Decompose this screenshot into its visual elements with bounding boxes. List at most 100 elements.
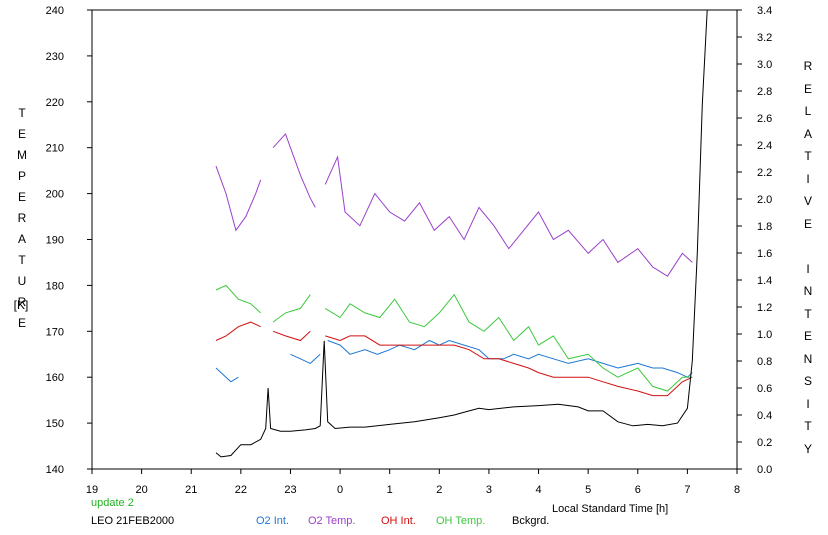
site-date-text: LEO 21FEB2000: [91, 515, 175, 527]
x-tick-label: 3: [486, 484, 492, 496]
x-tick-label: 19: [86, 484, 98, 496]
right-tick-label: 2.2: [757, 167, 772, 179]
left-tick-label: 240: [46, 5, 64, 17]
left-tick-label: 210: [46, 143, 64, 155]
right-axis-letter: E: [803, 216, 812, 231]
left-axis-letter: R: [17, 295, 27, 309]
right-tick-label: 0.2: [757, 437, 772, 449]
right-tick-label: 3.2: [757, 32, 772, 44]
right-axis-letter: T: [804, 306, 812, 321]
right-tick-label: 0.8: [757, 356, 772, 368]
left-tick-label: 140: [46, 464, 64, 476]
series-line-o2-int: [327, 339, 693, 378]
right-axis-letter: T: [804, 149, 812, 163]
right-tick-label: 0.0: [757, 464, 772, 476]
left-axis-letter: A: [17, 232, 26, 246]
right-tick-label: 3.4: [757, 5, 772, 17]
right-tick-label: 0.4: [757, 410, 772, 422]
series-line-oh-temp: [324, 293, 693, 392]
left-axis-letter: E: [17, 127, 26, 141]
left-axis-letter: M: [17, 148, 27, 162]
left-axis-unit: [K]: [13, 298, 29, 312]
left-tick-label: 190: [46, 235, 64, 247]
left-tick-label: 220: [46, 97, 64, 109]
plot-frame: [91, 9, 738, 470]
x-tick-label: 21: [185, 484, 197, 496]
series-line-oh-temp: [215, 284, 262, 314]
left-tick-label: 200: [46, 189, 64, 201]
right-tick-label: 1.0: [757, 329, 772, 341]
series-line-bckgrd: [215, 9, 708, 458]
right-tick-label: 3.0: [757, 59, 772, 71]
legend-oh-temp: OH Temp.: [436, 515, 486, 527]
series-line-oh-temp: [272, 294, 311, 323]
left-axis-letter: T: [18, 253, 26, 267]
right-tick-label: 1.4: [757, 275, 772, 287]
x-axis: 19 20 21 22 23 0 1 2 3 4 5 6 7 8: [86, 469, 740, 496]
left-axis-letter: E: [17, 190, 26, 204]
right-axis-letter: R: [803, 59, 813, 73]
right-axis-letter: T: [804, 419, 812, 433]
right-axis: 0.0 0.2 0.4 0.6 0.8 1.0 1.2 1.4 1.6 1.8 2.0 2.2 2.4 2…: [737, 5, 772, 476]
right-tick-label: 1.6: [757, 248, 772, 260]
x-tick-label: 0: [337, 484, 343, 496]
left-axis: 140 150 160 170 180 190 200 210 220 230 240: [46, 5, 92, 476]
series-line-o2-int: [215, 367, 239, 383]
legend-o2-int: O2 Int.: [256, 515, 290, 527]
right-tick-label: 0.6: [757, 383, 772, 395]
series-line-oh-int: [215, 321, 261, 341]
left-tick-label: 230: [46, 51, 64, 63]
x-tick-label: 5: [585, 484, 591, 496]
series-line-o2-temp: [324, 155, 693, 277]
right-axis-letter: N: [803, 284, 813, 298]
x-tick-label: 2: [436, 484, 442, 496]
right-axis-letter: Y: [803, 441, 812, 456]
left-axis-letter: E: [17, 316, 26, 330]
right-axis-letter: [801, 235, 815, 258]
right-axis-letter: S: [803, 374, 812, 388]
right-tick-label: 1.2: [757, 302, 772, 314]
plot-border: [91, 9, 738, 470]
update-text: update 2: [91, 497, 134, 509]
series-line-o2-int: [290, 353, 321, 364]
left-axis-letter: T: [18, 106, 26, 120]
x-tick-label: 23: [284, 484, 296, 496]
left-tick-label: 180: [46, 280, 64, 292]
left-tick-label: 170: [46, 326, 64, 338]
right-tick-label: 2.8: [757, 86, 772, 98]
series-lines: [215, 9, 708, 458]
right-axis-letter: E: [803, 81, 812, 96]
left-axis-letter: R: [17, 211, 27, 225]
right-axis-letter: E: [803, 329, 812, 343]
x-axis-label: Local Standard Time [h]: [552, 503, 668, 515]
x-tick-label: 22: [235, 484, 247, 496]
series-line-oh-int: [325, 335, 693, 397]
right-axis-letter: I: [806, 261, 810, 276]
left-tick-label: 150: [46, 418, 64, 430]
right-tick-label: 1.8: [757, 221, 772, 233]
right-axis-letter: N: [803, 351, 813, 366]
left-tick-label: 160: [46, 372, 64, 384]
legend-o2-temp: O2 Temp.: [308, 515, 356, 527]
right-axis-letter: V: [803, 194, 812, 208]
right-axis-letter: I: [806, 171, 810, 186]
left-axis-letter: P: [17, 169, 26, 183]
x-tick-label: 8: [734, 484, 740, 496]
legend-bckgrd: Bckgrd.: [512, 515, 550, 527]
right-tick-label: 2.6: [757, 113, 772, 125]
right-axis-letter: I: [806, 396, 810, 411]
right-tick-label: 2.4: [757, 140, 772, 152]
x-tick-label: 4: [535, 484, 541, 496]
x-tick-label: 1: [387, 484, 393, 496]
left-axis-letter: U: [17, 274, 27, 288]
x-tick-label: 7: [684, 484, 690, 496]
x-tick-label: 20: [135, 484, 147, 496]
legend-oh-int: OH Int.: [381, 515, 416, 527]
right-tick-label: 2.0: [757, 194, 772, 206]
right-axis-letter: A: [803, 126, 812, 141]
series-line-o2-temp: [272, 132, 316, 208]
right-axis-letter: L: [804, 104, 812, 118]
series-line-oh-int: [272, 330, 311, 342]
